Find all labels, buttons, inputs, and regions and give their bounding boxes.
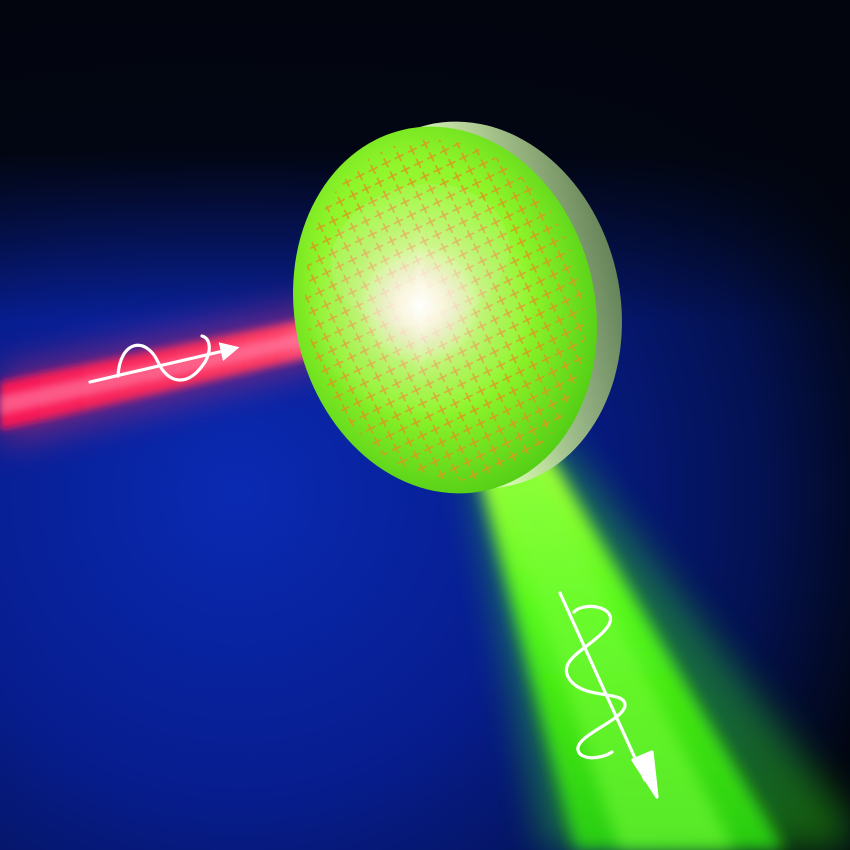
output-beam [470, 440, 850, 850]
incident-wave-polarization-icon [88, 334, 240, 384]
impact-glow [305, 190, 535, 420]
output-wave-polarization-icon [558, 591, 659, 799]
